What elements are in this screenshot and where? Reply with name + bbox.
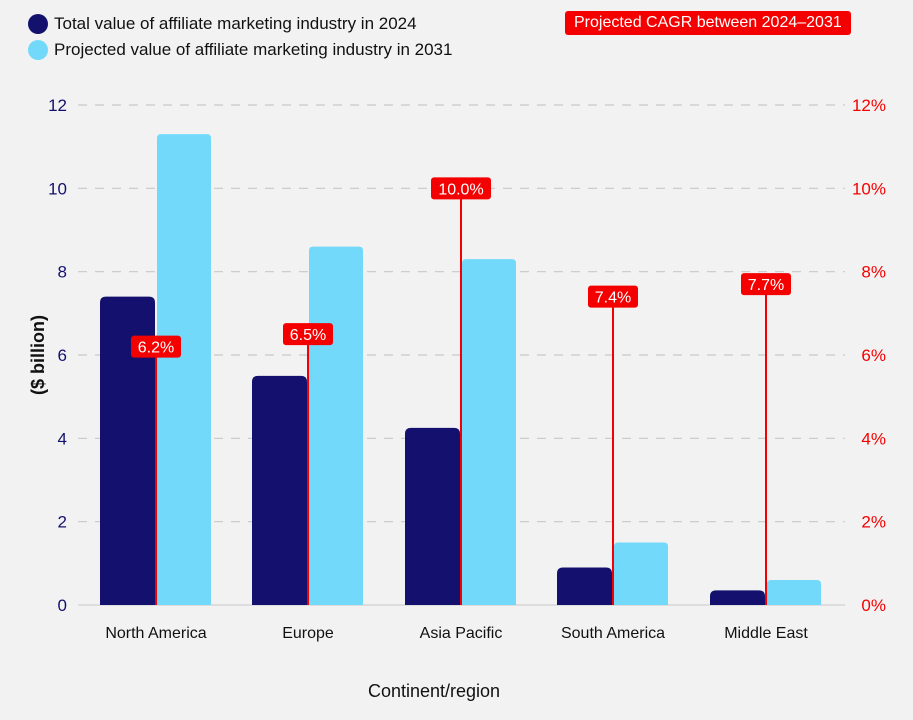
- y2-tick-label: 2%: [861, 513, 886, 532]
- legend-swatch-2024: [28, 14, 48, 34]
- cagr-label-box: [131, 335, 181, 358]
- y2-tick-label: 0%: [861, 596, 886, 615]
- bar-2031: [614, 542, 668, 605]
- y2-tick-label: 6%: [861, 346, 886, 365]
- y2-tick-label: 12%: [852, 96, 886, 115]
- cagr-label-box: [741, 273, 791, 296]
- x-axis-label: Continent/region: [368, 681, 500, 701]
- cagr-data-label: 6.2%: [138, 340, 174, 357]
- y-tick-label: 6: [58, 346, 67, 365]
- cagr-label-box: [431, 177, 491, 200]
- bar-2031: [462, 259, 516, 605]
- bar-2031: [767, 580, 821, 605]
- y-axis-label: ($ billion): [28, 315, 48, 395]
- bar-2024: [100, 296, 155, 605]
- bar-2024: [405, 427, 460, 605]
- cagr-label-box: [588, 285, 638, 308]
- x-tick-label: Middle East: [724, 625, 808, 642]
- y-tick-label: 10: [48, 179, 67, 198]
- cagr-data-label: 7.4%: [595, 290, 631, 307]
- y-tick-label: 2: [58, 513, 67, 532]
- y-tick-label: 8: [58, 263, 67, 282]
- x-tick-label: South America: [561, 625, 665, 642]
- legend-item-2024: Total value of affiliate marketing indus…: [28, 14, 417, 34]
- y-tick-label: 4: [58, 429, 67, 448]
- y-tick-label: 12: [48, 96, 67, 115]
- legend-label-2031: Projected value of affiliate marketing i…: [54, 40, 453, 59]
- cagr-data-label: 7.7%: [748, 277, 784, 294]
- x-tick-label: North America: [105, 625, 206, 642]
- y-tick-label: 0: [58, 596, 67, 615]
- legend-label-2024: Total value of affiliate marketing indus…: [54, 14, 417, 33]
- bar-2031: [157, 134, 211, 605]
- cagr-label-box: [283, 323, 333, 346]
- y2-tick-label: 10%: [852, 179, 886, 198]
- bar-2031: [309, 246, 363, 605]
- x-tick-label: Europe: [282, 625, 334, 642]
- y2-tick-label: 8%: [861, 263, 886, 282]
- bar-2024: [710, 590, 765, 605]
- bar-2024: [557, 567, 612, 605]
- legend-item-2031: Projected value of affiliate marketing i…: [28, 40, 452, 60]
- y2-tick-label: 4%: [861, 429, 886, 448]
- cagr-data-label: 6.5%: [290, 327, 326, 344]
- legend-item-cagr: Projected CAGR between 2024–2031: [565, 11, 851, 35]
- x-tick-label: Asia Pacific: [420, 625, 503, 642]
- legend-swatch-2031: [28, 40, 48, 60]
- cagr-data-label: 10.0%: [438, 181, 483, 198]
- bar-2024: [252, 375, 307, 605]
